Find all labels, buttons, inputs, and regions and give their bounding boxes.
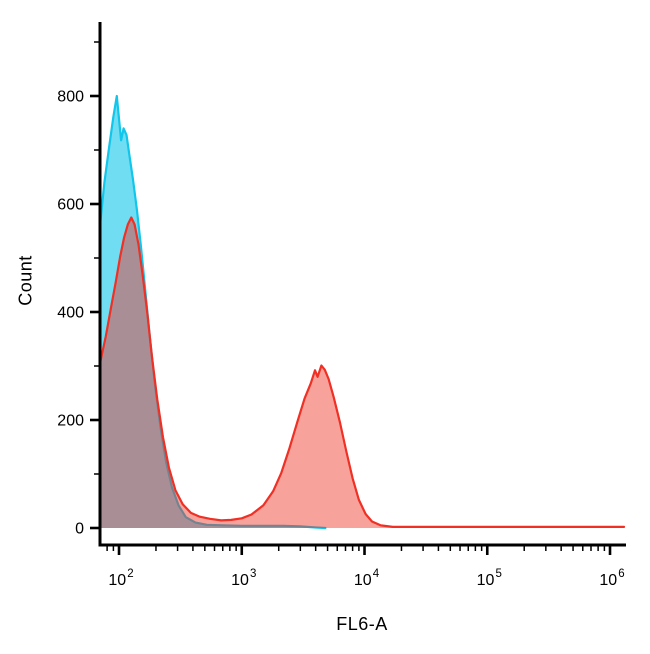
x-tick-label: 106 <box>599 568 624 589</box>
cyan-control-histogram-area <box>100 96 326 528</box>
x-tick-label: 103 <box>231 568 256 589</box>
x-tick-label: 102 <box>108 568 133 589</box>
red-sample-histogram-area <box>100 217 624 528</box>
x-tick-label: 104 <box>354 568 380 589</box>
x-axis-title: FL6-A <box>336 614 388 634</box>
y-tick-label: 800 <box>57 89 84 106</box>
x-tick-label: 105 <box>477 568 502 589</box>
y-tick-label: 0 <box>75 521 84 538</box>
y-tick-label: 200 <box>57 413 84 430</box>
red-sample-histogram-outline <box>98 216 626 528</box>
y-tick-label: 400 <box>57 305 84 322</box>
y-tick-label: 600 <box>57 197 84 214</box>
y-axis-title: Count <box>15 255 36 306</box>
